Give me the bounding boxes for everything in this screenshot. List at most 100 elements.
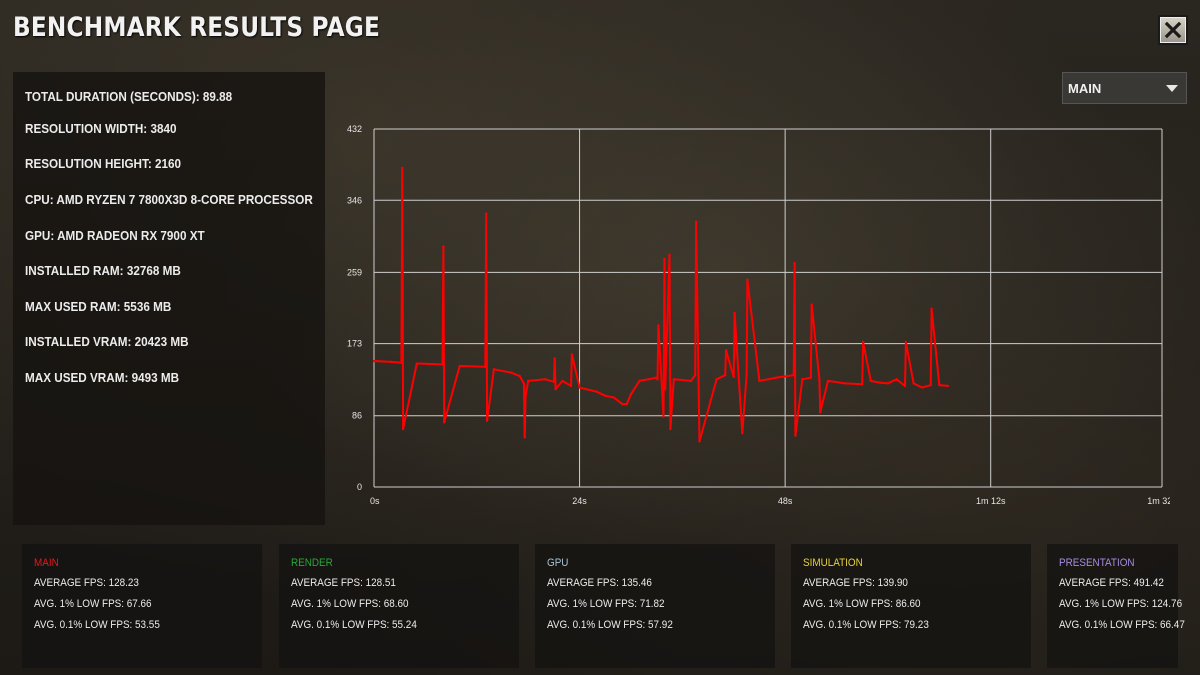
chart-data-point [878,381,881,384]
chart-data-point [662,415,665,418]
stat-01-low-fps: AVG. 0.1% LOW FPS: 57.92 [547,619,673,631]
stat-1-low-fps: AVG. 1% LOW FPS: 71.82 [547,598,665,610]
chart-data-point [664,388,667,391]
chart-data-point [553,357,556,360]
chart-data-point [904,340,908,344]
chart-data-point [669,427,672,431]
chart-data-point [526,379,530,383]
chart-data-point [745,373,748,377]
chart-data-point [595,390,598,393]
stat-average-fps: AVERAGE FPS: 128.51 [291,577,396,589]
chart-data-point [801,378,804,381]
chart-data-point [758,379,761,383]
chart-data-point [522,382,526,385]
chart-data-point [578,386,581,389]
chart-y-tick-label: 0 [357,482,362,492]
chart-data-point [663,257,666,261]
chart-y-tick-label: 259 [347,267,362,277]
max-used-vram: MAX USED VRAM: 9493 MB [25,370,180,385]
stat-average-fps: AVERAGE FPS: 128.23 [34,577,139,589]
chart-data-point [698,440,701,443]
resolution-width: RESOLUTION WIDTH: 3840 [25,121,177,136]
chart-data-point [569,384,573,388]
chart-x-tick-label: 48s [778,496,793,506]
gpu-info: GPU: AMD RADEON RX 7900 XT [25,228,205,243]
chart-data-point [443,421,446,424]
chart-data-point [886,382,890,385]
chart-data-point [843,382,847,385]
chart-data-point [625,402,628,406]
stat-title: PRESENTATION [1059,557,1135,569]
chart-data-point [672,378,675,381]
chart-data-point [629,392,633,396]
series-select-dropdown[interactable]: MAIN [1062,72,1187,104]
resolution-height: RESOLUTION HEIGHT: 2160 [25,156,182,171]
chart-data-point [895,378,898,381]
chart-data-point [621,402,624,406]
chart-data-point [930,307,933,311]
close-button[interactable] [1158,15,1188,45]
chart-data-point [518,374,521,378]
chart-data-point [372,359,376,363]
chart-data-point [903,384,907,388]
stat-01-low-fps: AVG. 0.1% LOW FPS: 79.23 [803,619,929,631]
stat-1-low-fps: AVG. 1% LOW FPS: 124.76 [1059,598,1183,610]
chart-data-point [861,383,864,386]
chart-data-point [552,380,556,383]
chart-data-point [946,384,950,388]
chart-data-point [715,378,718,381]
chart-y-tick-label: 432 [347,124,362,134]
stat-1-low-fps: AVG. 1% LOW FPS: 67.66 [34,598,152,610]
page-title: BENCHMARK RESULTS PAGE [13,12,380,43]
stat-panel-render: RENDER AVERAGE FPS: 128.51 AVG. 1% LOW F… [279,544,519,668]
stat-title: GPU [547,557,569,569]
frametime-chart: 0 86 173 259 346 432 0s 24s 48s 1m 12s 1m 32s [347,124,1170,506]
chart-data-point [723,373,727,377]
chart-data-point [819,411,822,414]
chart-data-point [809,376,813,379]
chart-data-point [612,396,616,399]
installed-ram: INSTALLED RAM: 32768 MB [25,263,181,278]
stat-1-low-fps: AVG. 1% LOW FPS: 86.60 [803,598,921,610]
chart-data-point [524,394,527,398]
chart-data-point [794,434,797,437]
chart-x-tick-label: 1m 12s [976,496,1006,506]
chart-data-point [561,379,564,383]
stat-title: SIMULATION [803,557,863,569]
chart-series-line [373,166,948,443]
dropdown-selected-value: MAIN [1068,81,1102,96]
stat-panel-gpu: GPU AVERAGE FPS: 135.46 AVG. 1% LOW FPS:… [535,544,775,668]
chart-data-point [920,386,924,389]
chart-data-point [938,383,941,387]
chart-data-point [656,378,659,381]
chart-data-point [484,365,487,369]
chart-data-point [523,436,526,439]
chart-data-point [869,379,872,383]
chart-data-point [724,349,728,352]
chart-data-point [389,360,393,364]
stat-title: RENDER [291,557,333,569]
chart-data-point [732,375,735,378]
close-icon [1164,21,1182,39]
chart-x-tick-label: 1m 32s [1147,496,1170,506]
chart-data-point [554,388,557,391]
stat-01-low-fps: AVG. 0.1% LOW FPS: 55.24 [291,619,417,631]
chart-data-point [741,431,744,435]
chart-data-point [912,382,915,385]
chart-data-point [746,278,749,282]
chart-data-point [693,373,697,377]
chart-x-tick-label: 24s [572,496,587,506]
stat-average-fps: AVERAGE FPS: 135.46 [547,577,652,589]
total-duration: TOTAL DURATION (SECONDS): 89.88 [25,89,233,104]
chart-y-tick-label: 173 [347,339,362,349]
chart-data-point [441,363,444,366]
chart-data-point [810,303,813,306]
chart-plot-area [374,129,1162,487]
chart-data-point [792,373,795,377]
stat-panel-simulation: SIMULATION AVERAGE FPS: 139.90 AVG. 1% L… [791,544,1031,668]
chart-data-point [733,311,736,315]
chart-data-point [401,166,404,170]
stat-01-low-fps: AVG. 0.1% LOW FPS: 53.55 [34,619,160,631]
cpu-info: CPU: AMD RYZEN 7 7800X3D 8-CORE PROCESSO… [25,192,313,207]
chevron-down-icon [1166,85,1178,92]
